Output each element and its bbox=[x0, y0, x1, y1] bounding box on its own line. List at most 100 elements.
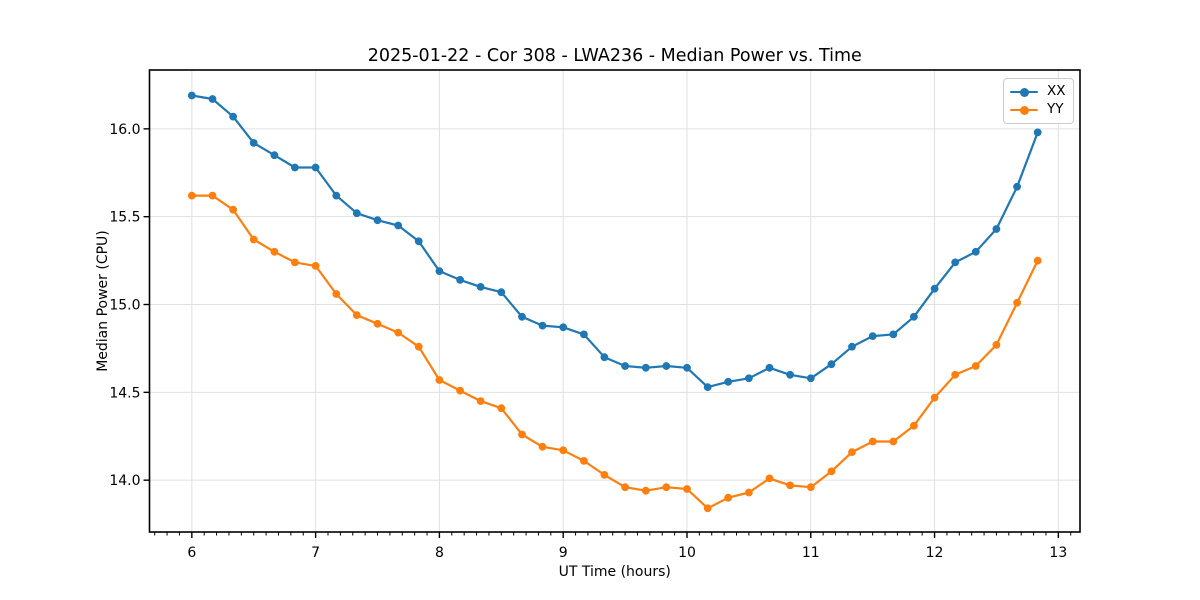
data-point bbox=[765, 363, 774, 372]
data-point bbox=[414, 342, 423, 351]
data-point bbox=[229, 112, 238, 121]
data-point bbox=[971, 362, 980, 370]
data-point bbox=[1033, 256, 1042, 265]
data-point bbox=[765, 474, 774, 483]
series-xx bbox=[187, 91, 1042, 391]
tick-labels: 6 7 8 9 10 11 12 13 14.0 14.5 15.0 15.5 16.0 bbox=[109, 122, 1067, 561]
data-point bbox=[745, 374, 753, 383]
data-point bbox=[848, 448, 856, 456]
x-tick-label: 11 bbox=[802, 545, 820, 561]
data-point bbox=[992, 341, 1001, 349]
y-tick-label: 16.0 bbox=[109, 122, 140, 138]
data-point bbox=[889, 437, 898, 446]
data-point bbox=[208, 191, 217, 200]
data-point bbox=[187, 191, 196, 200]
data-point bbox=[456, 276, 464, 284]
data-point bbox=[435, 267, 444, 275]
data-point bbox=[786, 481, 794, 490]
data-point bbox=[580, 330, 588, 339]
data-point bbox=[311, 163, 320, 172]
x-axis-label: UT Time (hours) bbox=[559, 564, 671, 580]
data-point bbox=[394, 328, 403, 337]
y-tick-label: 14.0 bbox=[109, 473, 140, 489]
legend-item-label: XX bbox=[1047, 83, 1066, 100]
data-point bbox=[538, 321, 547, 330]
data-point bbox=[497, 288, 506, 297]
axis-ticks bbox=[143, 128, 1072, 538]
legend-swatch-yy bbox=[1010, 105, 1038, 115]
data-point bbox=[641, 486, 650, 495]
data-point bbox=[930, 284, 939, 293]
gridlines bbox=[149, 70, 1080, 532]
data-point bbox=[806, 374, 815, 383]
data-point bbox=[724, 377, 733, 386]
data-point bbox=[1033, 128, 1042, 137]
x-tick-label: 7 bbox=[311, 545, 320, 561]
legend-swatch-xx bbox=[1010, 87, 1038, 97]
data-point bbox=[538, 442, 547, 451]
data-point bbox=[476, 283, 485, 291]
data-point bbox=[249, 235, 258, 244]
data-point bbox=[394, 221, 403, 230]
data-point bbox=[187, 91, 196, 100]
y-tick-label: 14.5 bbox=[109, 385, 140, 401]
data-point bbox=[435, 376, 444, 384]
data-point bbox=[476, 397, 485, 405]
data-point bbox=[786, 370, 794, 379]
data-point bbox=[848, 342, 856, 351]
data-point bbox=[373, 216, 382, 225]
y-tick-label: 15.0 bbox=[109, 298, 140, 314]
data-point bbox=[249, 139, 258, 147]
data-point bbox=[414, 237, 423, 246]
data-point bbox=[827, 467, 836, 476]
data-point bbox=[889, 330, 898, 339]
legend: XX YY bbox=[1003, 78, 1074, 124]
data-point bbox=[518, 430, 526, 439]
data-point bbox=[621, 362, 629, 370]
data-point bbox=[930, 393, 939, 402]
plot-border bbox=[148, 69, 1081, 533]
data-point bbox=[352, 209, 361, 218]
legend-item-xx: XX bbox=[1010, 83, 1067, 101]
legend-item-yy: YY bbox=[1010, 101, 1067, 119]
chart-title: 2025-01-22 - Cor 308 - LWA236 - Median P… bbox=[368, 46, 862, 66]
data-point bbox=[724, 493, 733, 502]
y-axis-label: Median Power (CPU) bbox=[95, 230, 111, 372]
data-point bbox=[745, 488, 753, 497]
data-point bbox=[270, 247, 279, 256]
data-point bbox=[600, 471, 609, 479]
data-point bbox=[951, 370, 960, 379]
x-tick-label: 13 bbox=[1049, 545, 1067, 561]
data-point bbox=[951, 258, 960, 267]
data-point bbox=[559, 323, 568, 332]
x-tick-label: 8 bbox=[435, 545, 444, 561]
data-point bbox=[683, 485, 691, 493]
data-point bbox=[456, 386, 464, 395]
data-point bbox=[291, 163, 299, 172]
data-point bbox=[1013, 298, 1021, 307]
data-point bbox=[270, 151, 279, 160]
data-point bbox=[559, 446, 568, 455]
data-point bbox=[373, 319, 382, 328]
y-tick-label: 15.5 bbox=[109, 210, 140, 226]
data-point bbox=[662, 362, 671, 370]
data-point bbox=[497, 404, 506, 413]
data-point bbox=[229, 205, 238, 214]
data-point bbox=[621, 483, 629, 492]
legend-marker-icon bbox=[1020, 105, 1029, 115]
data-point bbox=[518, 312, 526, 321]
data-point bbox=[806, 483, 815, 492]
data-point bbox=[703, 504, 712, 513]
data-point bbox=[208, 95, 217, 103]
data-point bbox=[332, 290, 341, 298]
legend-marker-icon bbox=[1020, 87, 1029, 97]
data-point bbox=[600, 353, 609, 362]
data-point bbox=[827, 360, 836, 369]
data-point bbox=[868, 332, 877, 340]
x-tick-label: 9 bbox=[559, 545, 568, 561]
data-point bbox=[703, 383, 712, 391]
data-point bbox=[868, 437, 877, 446]
data-point bbox=[910, 421, 918, 430]
